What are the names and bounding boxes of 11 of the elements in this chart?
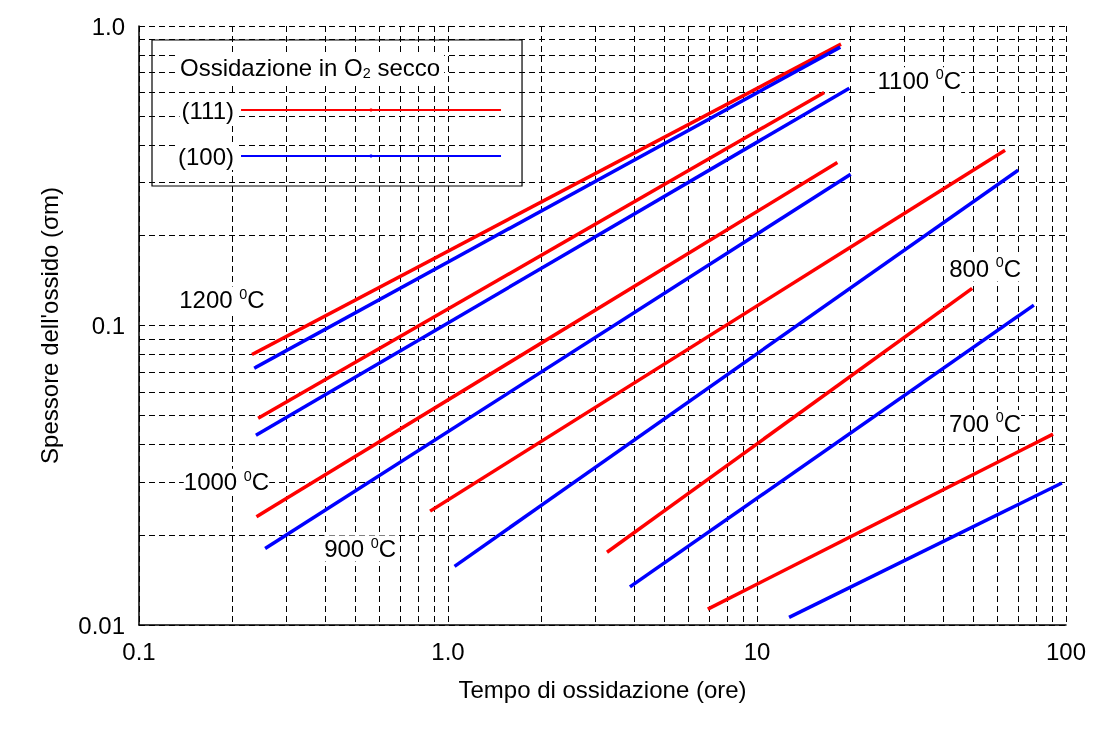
- x-tick-label: 100: [1045, 637, 1087, 665]
- x-tick-label: 1.0: [431, 637, 465, 665]
- x-axis-title: Tempo di ossidazione (ore): [458, 675, 747, 703]
- y-tick-label: 0.01: [78, 611, 125, 639]
- y-tick-label: 0.1: [91, 312, 125, 339]
- text: (100): [178, 142, 235, 170]
- x-tick-label: 10: [743, 637, 771, 665]
- text: (111): [181, 96, 235, 124]
- y-tick-label: 1.0: [91, 12, 125, 40]
- y-axis-title: Spessore dell'ossido (σm): [35, 187, 63, 464]
- x-tick-label: 0.1: [122, 637, 156, 665]
